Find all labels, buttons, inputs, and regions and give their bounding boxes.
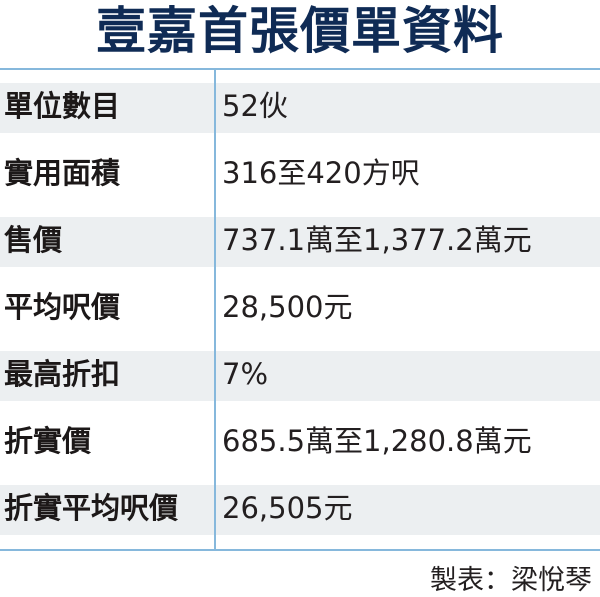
top-rule [0, 68, 600, 70]
row-shade [0, 83, 600, 133]
table-row: 售價 737.1萬至1,377.2萬元 [0, 207, 600, 274]
table-row: 單位數目 52伙 [0, 73, 600, 140]
row-value: 52伙 [222, 89, 288, 123]
row-value: 28,500元 [222, 290, 353, 324]
row-value: 685.5萬至1,280.8萬元 [222, 424, 532, 458]
row-value: 7% [222, 357, 269, 391]
row-shade [0, 485, 600, 535]
table-row: 折實平均呎價 26,505元 [0, 475, 600, 542]
row-label: 單位數目 [4, 89, 121, 123]
row-value: 737.1萬至1,377.2萬元 [222, 223, 532, 257]
table-row: 折實價 685.5萬至1,280.8萬元 [0, 408, 600, 475]
table-row: 平均呎價 28,500元 [0, 274, 600, 341]
row-label: 最高折扣 [4, 357, 121, 391]
row-label: 平均呎價 [4, 290, 121, 324]
row-shade [0, 351, 600, 401]
row-label: 售價 [4, 223, 63, 257]
row-label: 折實平均呎價 [4, 491, 179, 525]
credit: 製表：梁悅琴 [430, 565, 592, 596]
row-value: 26,505元 [222, 491, 353, 525]
row-value: 316至420方呎 [222, 156, 420, 190]
page-title: 壹嘉首張價單資料 [96, 2, 504, 60]
table-row: 實用面積 316至420方呎 [0, 140, 600, 207]
table-row: 最高折扣 7% [0, 341, 600, 408]
column-divider [214, 69, 216, 550]
row-label: 實用面積 [4, 156, 121, 190]
bottom-rule [0, 549, 600, 551]
row-label: 折實價 [4, 424, 92, 458]
row-shade [0, 217, 600, 267]
